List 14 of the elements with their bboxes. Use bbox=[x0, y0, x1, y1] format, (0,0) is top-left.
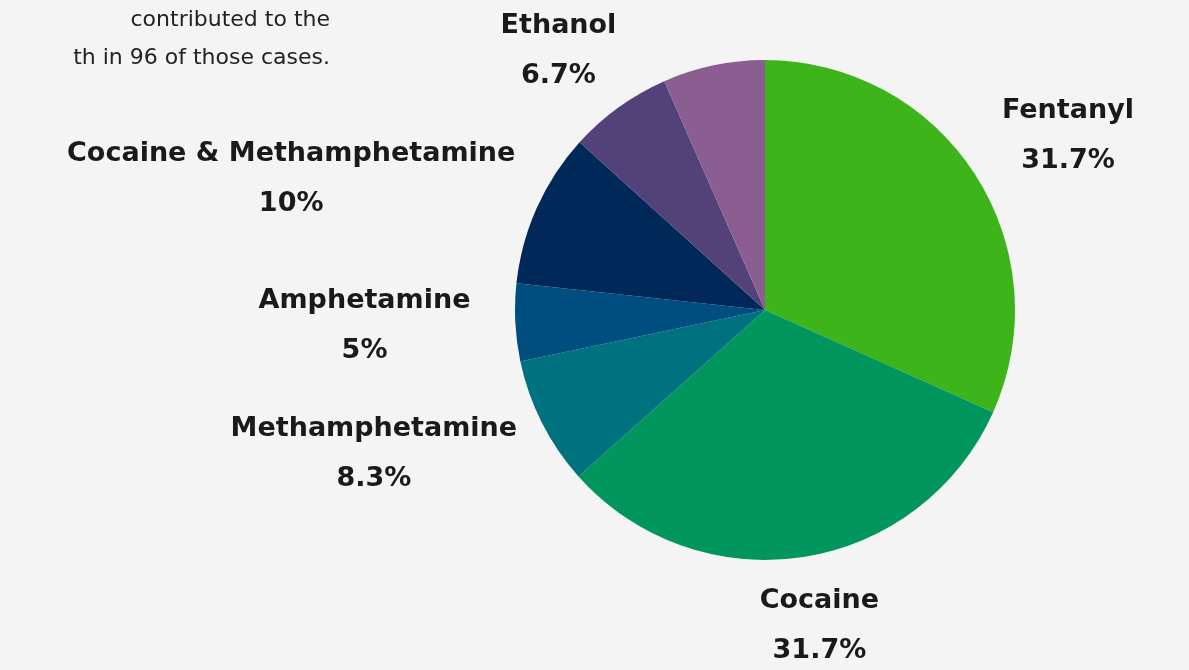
text: th in 96 of those cases. bbox=[72, 43, 330, 71]
data-label: 8.3% bbox=[336, 461, 412, 493]
slice-label: Fentanyl bbox=[1001, 93, 1135, 125]
slice-label: Cocaine & Methamphetamine bbox=[67, 136, 516, 168]
slice-label: Ethanol bbox=[500, 7, 617, 39]
slice-label: Cocaine bbox=[759, 583, 880, 615]
text: contributed to the bbox=[129, 5, 330, 33]
slice-label: Amphetamine bbox=[258, 283, 471, 315]
slice-label: Methamphetamine bbox=[230, 411, 518, 443]
data-label: 31.7% bbox=[1021, 143, 1115, 175]
data-label: 5% bbox=[341, 333, 388, 365]
data-label: 10% bbox=[258, 186, 324, 218]
data-label: 6.7% bbox=[521, 57, 596, 89]
data-label: 31.7% bbox=[772, 633, 867, 665]
